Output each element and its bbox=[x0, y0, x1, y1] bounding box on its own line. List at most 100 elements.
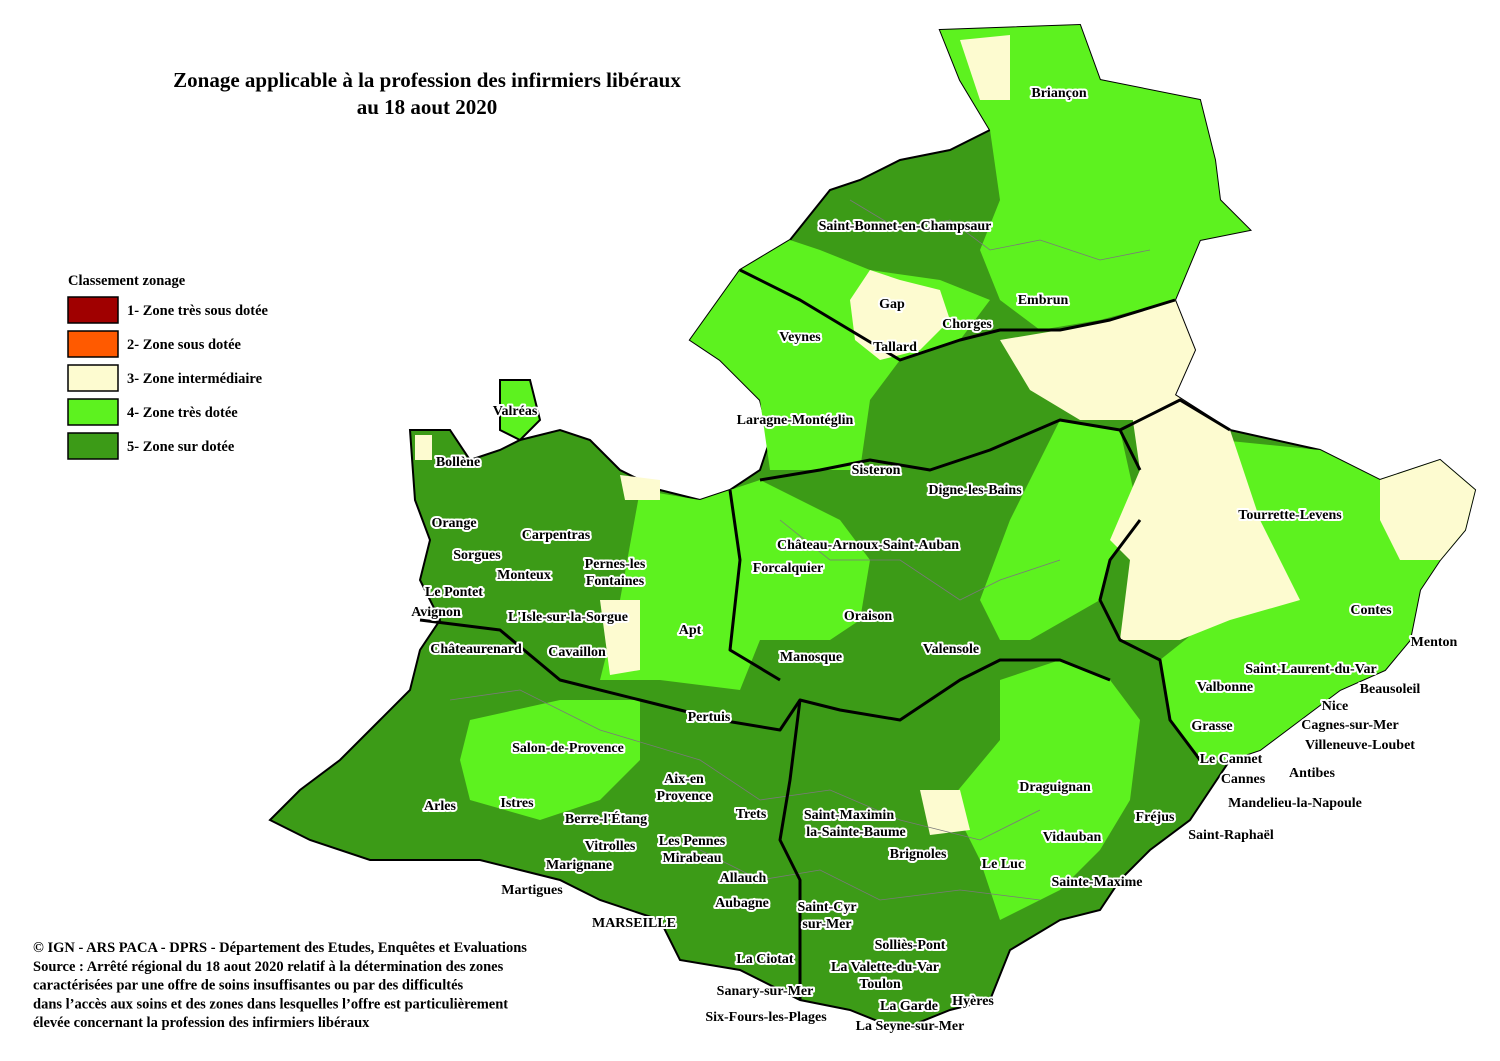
place-label: Valbonne bbox=[1197, 680, 1253, 695]
place-label: La Ciotat bbox=[736, 952, 794, 967]
place-label: Tallard bbox=[873, 340, 917, 355]
source-note: © IGN - ARS PACA - DPRS - Département de… bbox=[33, 940, 527, 1031]
place-label: Monteux bbox=[497, 568, 551, 583]
place-label: la-Sainte-Baume bbox=[806, 825, 906, 840]
place-label: Cavaillon bbox=[548, 645, 606, 660]
place-label: Draguignan bbox=[1019, 780, 1091, 795]
legend-label: 2- Zone sous dotée bbox=[127, 337, 242, 353]
legend-swatch bbox=[67, 330, 119, 358]
place-label: Beausoleil bbox=[1360, 682, 1421, 697]
place-label: Sisteron bbox=[852, 463, 901, 478]
place-label: Berre-l'Étang bbox=[565, 810, 647, 827]
legend-label: 4- Zone très dotée bbox=[127, 405, 238, 421]
legend-label: 3- Zone intermédiaire bbox=[127, 371, 263, 387]
place-label: Aix-en bbox=[664, 772, 704, 787]
place-label: Sainte-Maxime bbox=[1052, 875, 1143, 890]
place-label: La Seyne-sur-Mer bbox=[856, 1019, 965, 1034]
place-label: Vidauban bbox=[1043, 830, 1102, 845]
place-label: Oraison bbox=[844, 609, 892, 624]
place-label: Fontaines bbox=[586, 574, 645, 589]
map-regions bbox=[268, 23, 1477, 1032]
place-label: Allauch bbox=[720, 871, 767, 886]
place-label: Saint-Laurent-du-Var bbox=[1245, 662, 1376, 677]
legend-swatch bbox=[67, 398, 119, 426]
source-line: élevée concernant la profession des infi… bbox=[33, 1015, 370, 1031]
place-label: Martigues bbox=[501, 883, 563, 898]
place-label: Briançon bbox=[1031, 86, 1086, 101]
place-label: Le Cannet bbox=[1200, 752, 1263, 767]
place-label: Tourrette-Levens bbox=[1238, 508, 1342, 523]
place-label: Saint-Maximin bbox=[804, 808, 894, 823]
place-label: Aubagne bbox=[715, 896, 769, 911]
legend: 1- Zone très sous dotée 2- Zone sous doté… bbox=[67, 296, 269, 460]
place-label: Laragne-Montéglin bbox=[737, 413, 854, 428]
source-line: © IGN - ARS PACA - DPRS - Département de… bbox=[33, 940, 527, 956]
place-label: Avignon bbox=[411, 605, 461, 620]
place-label: Cannes bbox=[1221, 772, 1266, 787]
legend-swatch bbox=[67, 296, 119, 324]
title: au 18 aout 2020 bbox=[357, 95, 498, 119]
place-label: Embrun bbox=[1018, 293, 1069, 308]
place-label: MARSEILLE bbox=[592, 916, 676, 931]
place-label: Le Luc bbox=[982, 857, 1024, 872]
place-label: La Valette-du-Var bbox=[831, 960, 939, 975]
place-label: Saint-Raphaël bbox=[1188, 828, 1274, 843]
place-label: Grasse bbox=[1191, 719, 1232, 734]
place-label: Arles bbox=[424, 799, 456, 814]
place-label: Valensole bbox=[923, 642, 979, 657]
place-label: Forcalquier bbox=[753, 561, 824, 576]
place-label: Provence bbox=[657, 789, 712, 804]
place-label: Saint-Bonnet-en-Champsaur bbox=[819, 219, 992, 234]
place-label: Sanary-sur-Mer bbox=[717, 984, 814, 999]
place-label: L'Isle-sur-la-Sorgue bbox=[508, 610, 628, 625]
place-label: Trets bbox=[736, 807, 767, 822]
legend-swatch bbox=[67, 432, 119, 460]
source-line: Source : Arrêté régional du 18 aout 2020… bbox=[33, 959, 504, 975]
place-label: Bollène bbox=[436, 455, 480, 470]
place-label: Gap bbox=[879, 297, 905, 312]
place-label: Digne-les-Bains bbox=[928, 483, 1022, 498]
place-label: Saint-Cyr bbox=[797, 900, 856, 915]
place-label: Vitrolles bbox=[585, 839, 636, 854]
legend-label: 5- Zone sur dotée bbox=[127, 439, 235, 455]
place-label: Manosque bbox=[780, 650, 842, 665]
place-label: Fréjus bbox=[1136, 810, 1175, 825]
title: Zonage applicable à la profession des in… bbox=[173, 68, 681, 92]
place-label: Apt bbox=[679, 623, 702, 638]
place-label: Villeneuve-Loubet bbox=[1305, 738, 1415, 753]
place-label: Toulon bbox=[859, 977, 901, 992]
place-label: Menton bbox=[1411, 635, 1458, 650]
place-label: Contes bbox=[1350, 603, 1392, 618]
place-label: La Garde bbox=[880, 999, 938, 1014]
place-label: Carpentras bbox=[522, 528, 591, 543]
place-labels: Briançon Saint-Bonnet-en-Champsaur Embrun G… bbox=[409, 84, 1459, 1036]
source-line: dans l’accès aux soins et des zones dans… bbox=[33, 996, 508, 1012]
legend-title: Classement zonage bbox=[68, 273, 186, 289]
place-label: Orange bbox=[431, 516, 476, 531]
place-label: Istres bbox=[500, 796, 534, 811]
place-label: Hyères bbox=[952, 994, 994, 1009]
place-label: Six-Fours-les-Plages bbox=[705, 1010, 827, 1025]
place-label: Chorges bbox=[942, 317, 992, 332]
place-label: Château-Arnoux-Saint-Auban bbox=[777, 538, 959, 553]
place-label: Pernes-les bbox=[585, 557, 646, 572]
place-label: Sorgues bbox=[453, 548, 501, 563]
legend-swatch bbox=[67, 364, 119, 392]
place-label: Le Pontet bbox=[425, 585, 483, 600]
place-label: Mirabeau bbox=[662, 851, 721, 866]
place-label: Mandelieu-la-Napoule bbox=[1228, 796, 1362, 811]
place-label: Salon-de-Provence bbox=[512, 741, 624, 756]
place-label: sur-Mer bbox=[802, 917, 851, 932]
legend-label: 1- Zone très sous dotée bbox=[127, 303, 269, 319]
place-label: Pertuis bbox=[688, 710, 731, 725]
place-label: Brignoles bbox=[890, 847, 947, 862]
place-label: Cagnes-sur-Mer bbox=[1301, 718, 1398, 733]
place-label: Antibes bbox=[1289, 766, 1335, 781]
place-label: Les Pennes bbox=[659, 834, 726, 849]
place-label: Marignane bbox=[546, 858, 612, 873]
place-label: Solliès-Pont bbox=[875, 938, 946, 953]
place-label: Châteaurenard bbox=[430, 642, 522, 657]
place-label: Veynes bbox=[779, 330, 821, 345]
place-label: Valréas bbox=[493, 404, 538, 419]
